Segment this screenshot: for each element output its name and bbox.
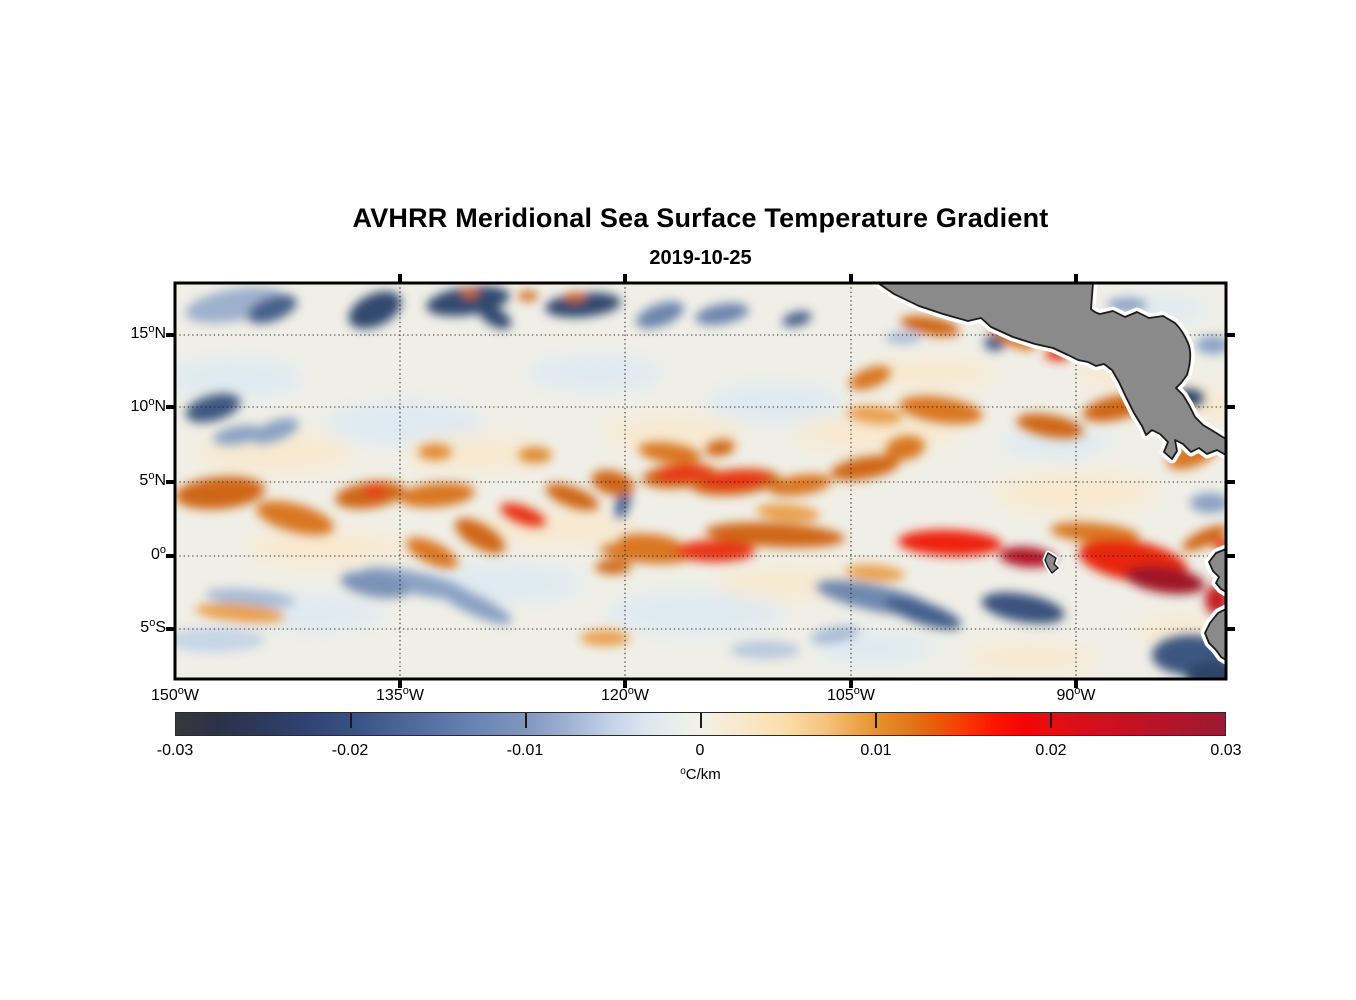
x-tick-135W: 135oW [376, 685, 424, 705]
colorbar-tick-mark [1050, 713, 1052, 728]
axis-ticks [166, 274, 1235, 688]
x-tick-90W: 90oW [1056, 685, 1096, 705]
colorbar-tick-mark [700, 713, 702, 728]
y-tick-5S: 5oS [140, 617, 166, 637]
colorbar-label-003: 0.03 [1210, 742, 1242, 759]
colorbar-tick-mark [350, 713, 352, 728]
y-tick-5N: 5oN [139, 470, 166, 490]
colorbar-label-002: 0.02 [1035, 742, 1067, 759]
colorbar-tick-mark [875, 713, 877, 728]
colorbar-unit-label: oC/km [680, 766, 721, 783]
y-tick-0: 0o [150, 544, 166, 564]
gradient-features [175, 285, 1226, 679]
chart-date: 2019-10-25 [649, 247, 752, 269]
colorbar-tick-mark [525, 713, 527, 728]
x-tick-150W: 150oW [151, 685, 199, 705]
colorbar-label-neg001: -0.01 [506, 742, 544, 759]
x-tick-105W: 105oW [827, 685, 875, 705]
y-tick-10N: 10oN [130, 396, 166, 416]
landmass-galapagos [1042, 550, 1061, 576]
chart-title: AVHRR Meridional Sea Surface Temperature… [352, 203, 1049, 233]
graticule [175, 283, 1226, 679]
x-tick-120W: 120oW [601, 685, 649, 705]
sst-gradient-map [166, 274, 1235, 688]
landmass-central-america [873, 283, 1226, 464]
colorbar-label-neg003: -0.03 [156, 742, 194, 759]
colorbar [175, 712, 1226, 736]
colorbar-label-zero: 0 [695, 742, 705, 759]
landmass-south-america [1200, 544, 1226, 665]
colorbar-label-neg002: -0.02 [331, 742, 369, 759]
y-tick-15N: 15oN [130, 323, 166, 343]
colorbar-label-001: 0.01 [860, 742, 892, 759]
